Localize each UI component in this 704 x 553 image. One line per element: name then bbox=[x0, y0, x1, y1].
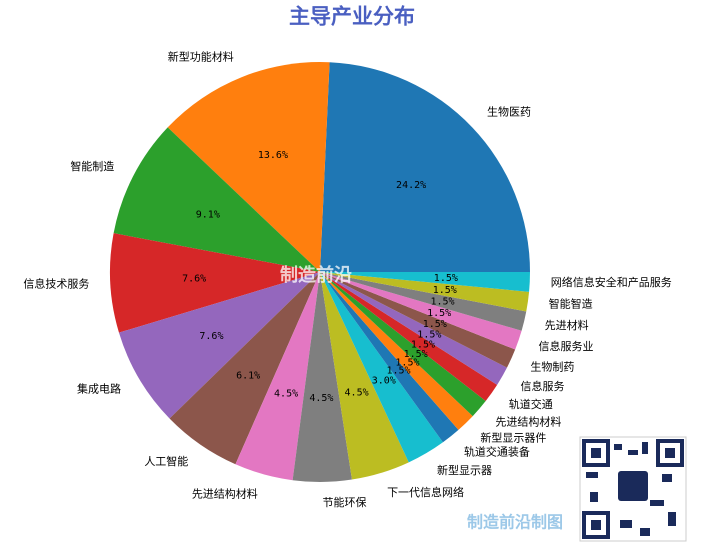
slice-label: 先进结构材料 bbox=[495, 414, 561, 428]
value-label: 1.5% bbox=[411, 340, 435, 351]
pie-slice bbox=[320, 272, 507, 385]
slice-label: 智能制造 bbox=[70, 159, 114, 173]
pie-slice bbox=[118, 272, 321, 419]
pie-slice bbox=[110, 233, 320, 333]
value-label: 7.6% bbox=[199, 331, 223, 342]
value-label: 1.5% bbox=[417, 330, 441, 341]
slice-label: 新型显示器 bbox=[437, 463, 492, 477]
chart-title: 主导产业分布 bbox=[289, 4, 415, 29]
pie-slice bbox=[113, 127, 321, 272]
slice-label: 网络信息安全和产品服务 bbox=[551, 275, 672, 289]
slice-label: 节能环保 bbox=[323, 495, 367, 509]
value-label: 4.5% bbox=[274, 388, 298, 399]
pie-slice bbox=[320, 272, 459, 443]
qr-code bbox=[579, 436, 687, 542]
slice-label: 智能智造 bbox=[549, 297, 593, 311]
slice-label: 轨道交通 bbox=[509, 397, 553, 411]
value-label: 9.1% bbox=[196, 210, 220, 221]
value-label: 1.5% bbox=[427, 308, 451, 319]
value-label: 1.5% bbox=[433, 285, 457, 296]
slice-label: 生物医药 bbox=[487, 104, 531, 118]
pie-slice bbox=[169, 272, 320, 465]
pie-slice bbox=[320, 272, 516, 368]
pie-slice bbox=[320, 272, 473, 430]
value-label: 4.5% bbox=[345, 388, 369, 399]
value-label: 13.6% bbox=[258, 150, 288, 161]
slice-label: 新型显示器件 bbox=[480, 430, 546, 444]
value-label: 1.5% bbox=[404, 349, 428, 360]
value-label: 24.2% bbox=[396, 180, 426, 191]
slice-label: 信息服务 bbox=[520, 379, 564, 393]
slice-label: 生物制药 bbox=[530, 359, 574, 373]
value-label: 1.5% bbox=[386, 366, 410, 377]
value-label: 4.5% bbox=[309, 393, 333, 404]
slice-label: 人工智能 bbox=[144, 454, 188, 468]
pie-slice bbox=[320, 272, 530, 312]
value-label: 1.5% bbox=[434, 273, 458, 284]
slice-label: 新型功能材料 bbox=[168, 50, 234, 64]
slice-label: 下一代信息网络 bbox=[387, 485, 464, 499]
watermark: 制造前沿 bbox=[280, 264, 352, 286]
slice-label: 先进结构材料 bbox=[192, 486, 258, 500]
pie-slice bbox=[292, 272, 352, 483]
value-label: 7.6% bbox=[182, 274, 206, 285]
footer-watermark: 制造前沿制图 bbox=[467, 513, 563, 532]
pie-slice bbox=[320, 272, 522, 350]
pie-slice bbox=[320, 272, 530, 292]
pie: 生物医药 24.2% 新型功能材料 13.6% 智能制造 9.1% 信息技术服务 7.6% 集成… bbox=[23, 50, 671, 509]
value-label: 1.5% bbox=[423, 319, 447, 330]
pie-slice bbox=[235, 272, 320, 481]
slice-label: 信息技术服务 bbox=[23, 276, 89, 290]
slice-label: 先进材料 bbox=[545, 318, 589, 332]
slice-label: 信息服务业 bbox=[538, 339, 593, 353]
pie-slice bbox=[320, 272, 486, 417]
slice-label: 集成电路 bbox=[77, 381, 121, 395]
pie-slice bbox=[320, 272, 409, 480]
pie-slice bbox=[320, 62, 530, 272]
slice-label: 轨道交通装备 bbox=[464, 445, 530, 459]
value-label: 1.5% bbox=[430, 297, 454, 308]
pie-slice bbox=[320, 272, 498, 402]
pie-slice bbox=[320, 272, 527, 331]
pie-slice bbox=[320, 272, 443, 463]
value-label: 6.1% bbox=[236, 371, 260, 382]
value-label: 1.5% bbox=[395, 358, 419, 369]
pie-slice bbox=[167, 61, 330, 272]
value-label: 3.0% bbox=[372, 376, 396, 387]
